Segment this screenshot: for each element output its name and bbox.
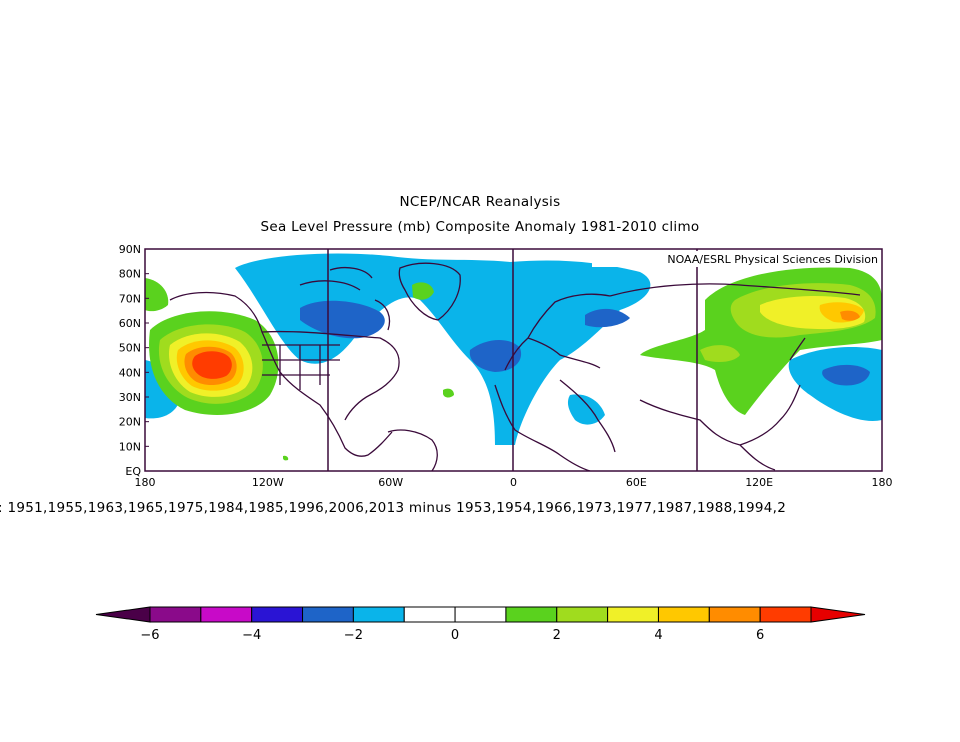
lon-tick-label: 120E	[745, 476, 773, 489]
colorbar-tick-label: 2	[553, 628, 561, 643]
lat-tick-label: 70N	[119, 292, 141, 305]
colorbar-swatch	[657, 606, 710, 623]
chart-subtitle: Sea Level Pressure (mb) Composite Anomal…	[260, 219, 700, 235]
positive-anomaly-atlantic-small	[443, 388, 454, 398]
us-state-grid	[262, 344, 340, 390]
colorbar-swatch	[505, 606, 558, 623]
colorbar-swatch	[403, 606, 456, 623]
colorbar-tick-label: 4	[654, 628, 662, 643]
chart-title: NCEP/NCAR Reanalysis	[399, 194, 561, 210]
negative-anomaly-india	[567, 394, 605, 425]
lat-tick-label: 40N	[119, 366, 141, 379]
colorbar-tick-label: −6	[140, 628, 159, 643]
positive-anomaly-mongolia	[700, 345, 740, 363]
colorbar-swatch-min	[95, 606, 151, 623]
coastline-japan	[789, 337, 806, 361]
negative-anomaly-scandinavia	[585, 308, 630, 328]
colorbar-labels: −6 −4 −2 0 2 4 6	[140, 628, 764, 643]
lat-tick-label: 20N	[119, 416, 141, 429]
negative-anomaly-canada	[300, 300, 385, 339]
positive-anomaly-greenland	[412, 282, 434, 300]
positive-anomaly-siberia-core	[840, 310, 860, 321]
colorbar-swatch	[759, 606, 812, 623]
colorbar-tick-label: 0	[451, 628, 459, 643]
colorbar-swatch	[556, 606, 609, 623]
lon-tick-label: 60E	[626, 476, 647, 489]
colorbar-swatch	[149, 606, 202, 623]
lat-tick-label: 60N	[119, 317, 141, 330]
lon-tick-label: 180	[872, 476, 893, 489]
lat-tick-label: 30N	[119, 391, 141, 404]
lat-tick-label: 90N	[119, 243, 141, 256]
longitude-axis: 180 120W 60W 0 60E 120E 180	[135, 476, 893, 489]
colorbar-swatch	[708, 606, 761, 623]
colorbar-swatch	[302, 606, 354, 623]
coastline-south-america	[387, 429, 438, 471]
lat-tick-label: 10N	[119, 440, 141, 453]
coastline-canadian-archipelago	[299, 267, 391, 331]
colorbar-swatch	[607, 606, 659, 623]
colorbar-tick-label: −4	[242, 628, 261, 643]
colorbar-tick-label: −2	[344, 628, 363, 643]
lon-tick-label: 120W	[252, 476, 284, 489]
lat-tick-label: EQ	[125, 465, 141, 478]
coastline-greenland	[398, 262, 461, 321]
positive-anomaly-pacific-speck	[283, 455, 289, 461]
coastline-asia	[609, 283, 861, 471]
negative-anomaly-pacific-core	[822, 364, 870, 386]
positive-anomaly-ne-pacific-core	[192, 351, 232, 379]
coastline-africa	[494, 379, 616, 471]
colorbar	[95, 606, 866, 623]
credit-label: NOAA/ESRL Physical Sciences Division	[667, 253, 878, 266]
colorbar-swatch	[352, 606, 405, 623]
lon-tick-label: 0	[510, 476, 517, 489]
credit-box	[592, 251, 880, 267]
coastline-layer	[169, 262, 861, 471]
colorbar-tick-label: 6	[756, 628, 764, 643]
lon-tick-label: 180	[135, 476, 156, 489]
positive-anomaly-alaska-west	[145, 278, 169, 312]
lon-tick-label: 60W	[378, 476, 403, 489]
colorbar-swatch	[454, 606, 507, 623]
colorbar-swatch-max	[810, 606, 866, 623]
lat-tick-label: 50N	[119, 342, 141, 355]
colorbar-swatch	[251, 606, 304, 623]
colorbar-swatch	[200, 606, 253, 623]
composite-years-caption: an : 1951,1955,1963,1965,1975,1984,1985,…	[0, 500, 787, 516]
latitude-axis: 90N 80N 70N 60N 50N 40N 30N 20N 10N EQ	[119, 243, 149, 478]
anomaly-fill-layer	[145, 253, 882, 461]
coastline-europe	[504, 293, 611, 371]
lat-tick-label: 80N	[119, 268, 141, 281]
